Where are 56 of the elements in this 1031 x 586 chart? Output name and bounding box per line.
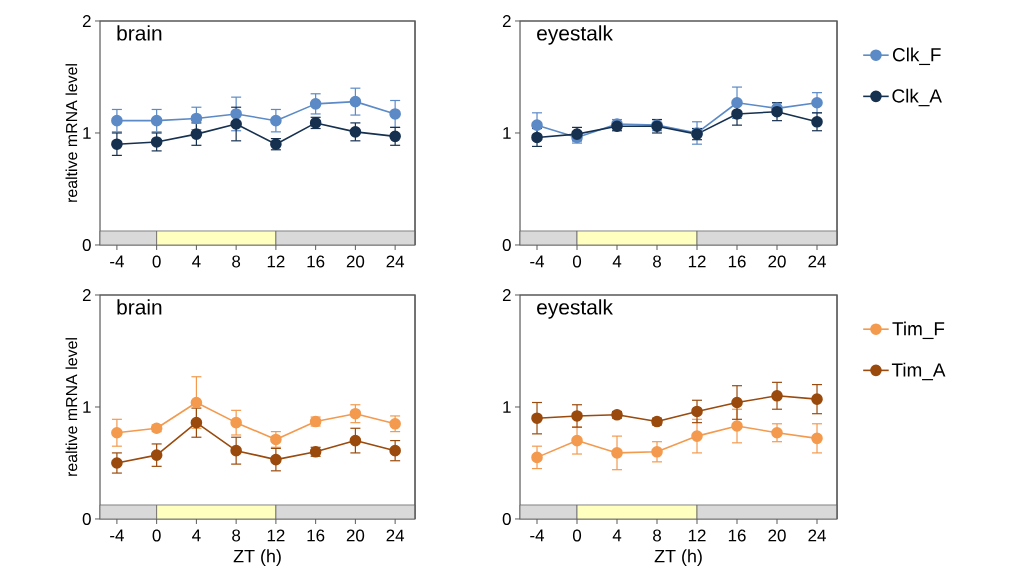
- x-tick-label: -4: [110, 255, 124, 268]
- y-axis-title: realtive mRNA level: [65, 338, 78, 476]
- y-tick-label: 2: [82, 15, 91, 27]
- x-tick-label: 12: [688, 255, 706, 268]
- chart-title: brain: [117, 299, 162, 315]
- chart-title: eyestalk: [537, 299, 613, 319]
- x-tick-label: 4: [192, 529, 201, 542]
- x-tick-label: 4: [612, 529, 622, 542]
- x-axis-title: ZT (h): [654, 549, 702, 567]
- legend-label: Tim_F: [892, 321, 945, 340]
- y-tick-label: 2: [82, 289, 91, 301]
- x-tick-label: 20: [768, 529, 786, 542]
- y-tick-label: 1: [503, 401, 511, 413]
- x-tick-label: 8: [232, 255, 241, 268]
- x-tick-label: 0: [152, 529, 161, 542]
- chart-title: eyestalk: [537, 25, 613, 45]
- x-tick-label: 24: [808, 255, 826, 268]
- x-tick-label: 16: [728, 529, 746, 542]
- x-tick-label: 8: [653, 529, 661, 542]
- x-tick-label: 4: [612, 255, 622, 268]
- legend-label: Clk_A: [892, 88, 942, 107]
- x-tick-label: 20: [346, 529, 365, 542]
- y-tick-label: 0: [82, 238, 91, 251]
- y-tick-label: 2: [502, 15, 511, 27]
- x-tick-label: 0: [152, 255, 161, 268]
- y-tick-label: 0: [502, 238, 511, 251]
- x-tick-label: 24: [386, 255, 405, 268]
- x-tick-label: 20: [768, 255, 786, 268]
- x-tick-label: 4: [192, 255, 201, 268]
- x-tick-label: 24: [386, 529, 405, 542]
- x-tick-label: 0: [572, 529, 582, 542]
- y-tick-label: 1: [503, 127, 511, 139]
- x-tick-label: 0: [572, 255, 582, 268]
- x-tick-label: 20: [346, 255, 365, 268]
- x-tick-label: 24: [808, 529, 826, 542]
- y-axis-title: realtive mRNA level: [65, 64, 78, 202]
- x-tick-label: 16: [307, 255, 325, 268]
- x-axis-title: ZT (h): [233, 549, 281, 567]
- x-tick-label: 12: [267, 529, 285, 542]
- x-tick-label: -4: [530, 255, 545, 268]
- x-tick-label: 8: [653, 255, 661, 268]
- legend-label: Clk_F: [892, 47, 941, 66]
- y-tick-label: 1: [83, 127, 91, 139]
- y-tick-label: 2: [502, 289, 511, 301]
- x-tick-label: 16: [307, 529, 325, 542]
- y-tick-label: 0: [502, 512, 511, 525]
- y-tick-label: 1: [83, 401, 91, 413]
- x-tick-label: 16: [728, 255, 746, 268]
- y-tick-label: 0: [82, 512, 91, 525]
- chart-title: brain: [117, 25, 162, 41]
- x-tick-label: 12: [688, 529, 706, 542]
- x-tick-label: 8: [232, 529, 241, 542]
- x-tick-label: -4: [110, 529, 124, 542]
- legend-label: Tim_A: [891, 362, 946, 381]
- x-tick-label: -4: [530, 529, 545, 542]
- x-tick-label: 12: [267, 255, 285, 268]
